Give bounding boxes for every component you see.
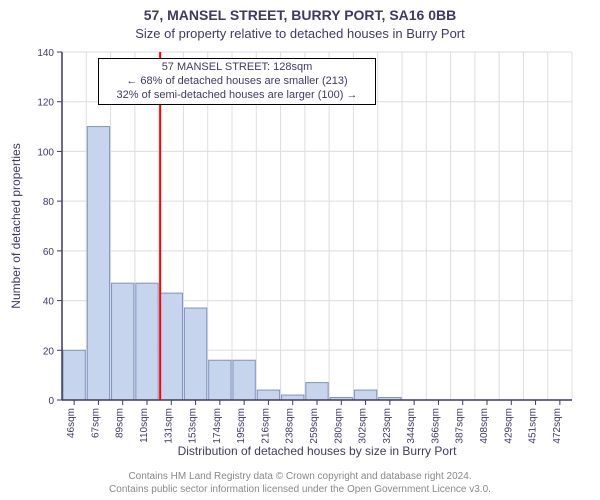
histogram-bar — [136, 283, 158, 400]
x-tick-label: 302sqm — [358, 408, 369, 444]
x-tick-label: 195sqm — [236, 408, 247, 444]
histogram-bar — [112, 283, 134, 400]
histogram-bar — [160, 293, 182, 400]
y-tick-label: 120 — [37, 98, 54, 109]
x-tick-label: 323sqm — [382, 408, 393, 444]
reference-annotation: 57 MANSEL STREET: 128sqm← 68% of detache… — [98, 58, 376, 105]
x-tick-label: 131sqm — [163, 408, 174, 444]
x-tick-label: 110sqm — [139, 408, 150, 443]
x-tick-label: 67sqm — [90, 408, 101, 438]
x-tick-label: 216sqm — [260, 408, 271, 444]
y-tick-label: 20 — [43, 346, 55, 357]
histogram-bar — [306, 383, 328, 400]
annotation-line: 57 MANSEL STREET: 128sqm — [103, 61, 371, 75]
histogram-bar — [63, 350, 85, 400]
histogram-bar — [354, 390, 376, 400]
histogram-bar — [209, 360, 231, 400]
x-tick-label: 280sqm — [333, 408, 344, 444]
annotation-line: 32% of semi-detached houses are larger (… — [103, 89, 371, 103]
x-tick-label: 387sqm — [455, 408, 466, 444]
x-tick-label: 429sqm — [503, 408, 514, 444]
histogram-bar — [233, 360, 255, 400]
x-tick-label: 472sqm — [552, 408, 563, 444]
x-tick-label: 408sqm — [479, 408, 490, 444]
x-tick-label: 89sqm — [115, 408, 126, 438]
x-tick-label: 344sqm — [406, 408, 417, 444]
x-tick-label: 366sqm — [430, 408, 441, 444]
annotation-line: ← 68% of detached houses are smaller (21… — [103, 75, 371, 89]
histogram-bar — [87, 127, 109, 400]
x-tick-label: 238sqm — [285, 408, 296, 444]
x-tick-label: 174sqm — [212, 408, 223, 444]
y-tick-label: 40 — [43, 297, 55, 308]
x-tick-label: 259sqm — [309, 408, 320, 444]
x-tick-label: 46sqm — [66, 408, 77, 438]
chart-footer: Contains HM Land Registry data © Crown c… — [0, 470, 600, 496]
histogram-bar — [184, 308, 206, 400]
y-tick-label: 140 — [37, 48, 54, 59]
y-tick-label: 60 — [43, 247, 55, 258]
y-axis-label: Number of detached properties — [9, 143, 23, 308]
histogram-bar — [257, 390, 279, 400]
x-tick-label: 153sqm — [188, 408, 199, 444]
y-tick-label: 80 — [43, 197, 55, 208]
x-tick-label: 451sqm — [528, 408, 539, 444]
footer-line-2: Contains public sector information licen… — [0, 483, 600, 496]
footer-line-1: Contains HM Land Registry data © Crown c… — [0, 470, 600, 483]
y-tick-label: 0 — [48, 396, 54, 407]
x-axis-label: Distribution of detached houses by size … — [178, 444, 457, 458]
y-tick-label: 100 — [37, 147, 54, 158]
